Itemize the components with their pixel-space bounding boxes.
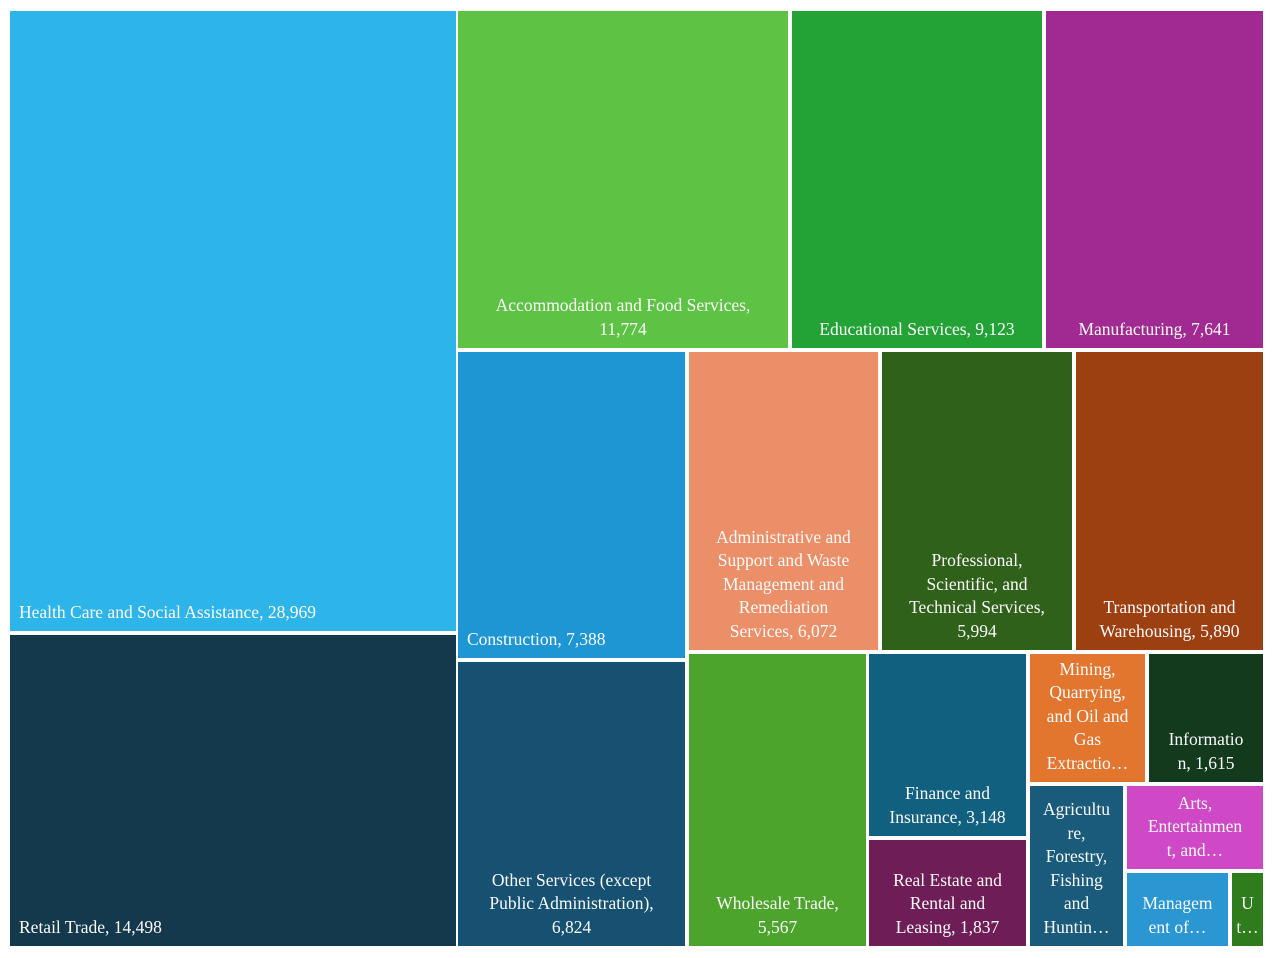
tile-label: Managem ent of… [1127,892,1228,946]
tile-label-line: Management and [723,573,844,594]
treemap-tile-professional-scientific-and-technical-services[interactable]: Professional, Scientific, and Technical Se… [882,352,1072,650]
tile-label-line: 11,774 [599,318,647,339]
tile-label-line: Other Services (except [491,869,652,890]
treemap-tile-manufacturing[interactable]: Manufacturing, 7,641 [1046,11,1263,348]
tile-label: Other Services (except Public Administrat… [458,869,685,947]
treemap-tile-information[interactable]: Informatio n, 1,615 [1149,654,1263,782]
tile-label-line: U [1241,893,1254,913]
tile-label: Arts, Entertainmen t, and… [1127,792,1263,870]
tile-label: Mining, Quarrying, and Oil and Gas Extractio… [1030,658,1145,783]
tile-label-line: re, [1067,822,1086,843]
tile-label-line: t… [1236,916,1259,937]
tile-label-line: Mining, [1059,658,1116,679]
tile-label-line: n, 1,615 [1177,752,1235,773]
tile-label-line: and Oil and [1046,705,1129,726]
tile-label-line: Quarrying, [1049,682,1126,702]
treemap-tile-construction[interactable]: Construction, 7,388 [458,352,685,658]
tile-label-line: Agricultu [1042,799,1111,819]
treemap-tile-agriculture-forestry-fishing-and-huntin[interactable]: Agricultu re, Forestry, Fishing and Huntin… [1030,786,1123,946]
treemap-tile-real-estate-and-rental-and-leasing[interactable]: Real Estate and Rental and Leasing, 1,837 [869,840,1026,946]
tile-label-line: t, and… [1166,839,1224,860]
tile-label-line: Gas [1073,729,1102,749]
tile-label: Wholesale Trade, 5,567 [689,892,866,946]
tile-label-line: Support and Waste [717,550,850,570]
tile-label-line: Remediation [738,597,829,617]
tile-label-line: Educational Services, 9,123 [819,318,1015,339]
tile-label-line: Health Care and Social Assistance, 28,96… [19,601,316,622]
tile-label-line: Huntin… [1043,916,1110,937]
tile-label: Professional, Scientific, and Technical Se… [882,549,1072,650]
treemap-tile-other-services-except-public-administration[interactable]: Other Services (except Public Administrat… [458,662,685,946]
tile-label-line: Technical Services, [909,597,1045,617]
treemap-tile-transportation-and-warehousing[interactable]: Transportation and Warehousing, 5,890 [1076,352,1263,650]
tile-label: Educational Services, 9,123 [792,318,1042,349]
tile-label-line: Wholesale Trade, [716,893,839,913]
tile-label-line: Transportation and [1103,597,1236,617]
treemap-tile-administrative-and-support-and-waste-management-and-remediation-services[interactable]: Administrative and Support and Waste Manag… [689,352,878,650]
tile-label-line: Finance and [904,783,991,803]
tile-label-line: Public Administration), [489,893,654,913]
tile-label-line: Scientific, and [926,573,1028,594]
tile-label-line: Leasing, 1,837 [895,916,1000,937]
tile-label-line: Fishing [1050,869,1103,890]
tile-label-line: Administrative and [716,526,851,547]
tile-label-line: Accommodation and Food Services, [495,295,751,315]
tile-label: Retail Trade, 14,498 [10,916,456,947]
tile-label: Finance and Insurance, 3,148 [869,782,1026,836]
tile-label: Construction, 7,388 [458,628,685,659]
treemap-tile-finance-and-insurance[interactable]: Finance and Insurance, 3,148 [869,654,1026,836]
treemap-tile-accommodation-and-food-services[interactable]: Accommodation and Food Services, 11,774 [458,11,788,348]
tile-label-line: Informatio [1168,729,1244,749]
tile-label-line: 6,824 [551,916,592,937]
tile-label: Health Care and Social Assistance, 28,96… [10,601,456,632]
tile-label-line: ent of… [1148,916,1207,937]
tile-label-line: Extractio… [1046,752,1129,773]
treemap-tile-arts-entertainment-and[interactable]: Arts, Entertainmen t, and… [1127,786,1263,869]
treemap-tile-wholesale-trade[interactable]: Wholesale Trade, 5,567 [689,654,866,946]
treemap-tile-health-care-and-social-assistance[interactable]: Health Care and Social Assistance, 28,96… [10,11,456,631]
tile-label: Manufacturing, 7,641 [1046,318,1263,349]
tile-label-line: 5,994 [957,620,997,641]
treemap-tile-educational-services[interactable]: Educational Services, 9,123 [792,11,1042,348]
tile-label-line: and [1063,893,1090,913]
tile-label-line: Entertainmen [1147,816,1243,836]
tile-label-line: Construction, 7,388 [467,628,606,649]
tile-label-line: Forestry, [1045,846,1108,866]
tile-label-line: Manufacturing, 7,641 [1078,318,1231,339]
tile-label-line: Professional, [931,550,1023,570]
treemap-tile-management-of[interactable]: Managem ent of… [1127,873,1228,946]
tile-label-line: Managem [1142,893,1213,913]
tile-label-line: Rental and [909,893,986,913]
tile-label-line: Retail Trade, 14,498 [19,916,162,937]
tile-label: Administrative and Support and Waste Manag… [689,526,878,651]
tile-label-line: 5,567 [757,916,798,937]
tile-label: Accommodation and Food Services, 11,774 [458,294,788,348]
tile-label-line: Arts, [1177,792,1213,813]
treemap-tile-mining-quarrying-and-oil-and-gas-extractio[interactable]: Mining, Quarrying, and Oil and Gas Extractio… [1030,654,1145,782]
tile-label: Real Estate and Rental and Leasing, 1,837 [869,869,1026,947]
tile-label: Informatio n, 1,615 [1149,728,1263,782]
tile-label: Transportation and Warehousing, 5,890 [1076,596,1263,650]
tile-label-line: Services, 6,072 [729,620,838,641]
treemap-tile-retail-trade[interactable]: Retail Trade, 14,498 [10,635,456,946]
tile-label-line: Insurance, 3,148 [889,806,1006,827]
tile-label: Agricultu re, Forestry, Fishing and Huntin… [1030,798,1123,946]
tile-label-line: Warehousing, 5,890 [1099,620,1240,641]
tile-label-line: Real Estate and [893,869,1002,890]
